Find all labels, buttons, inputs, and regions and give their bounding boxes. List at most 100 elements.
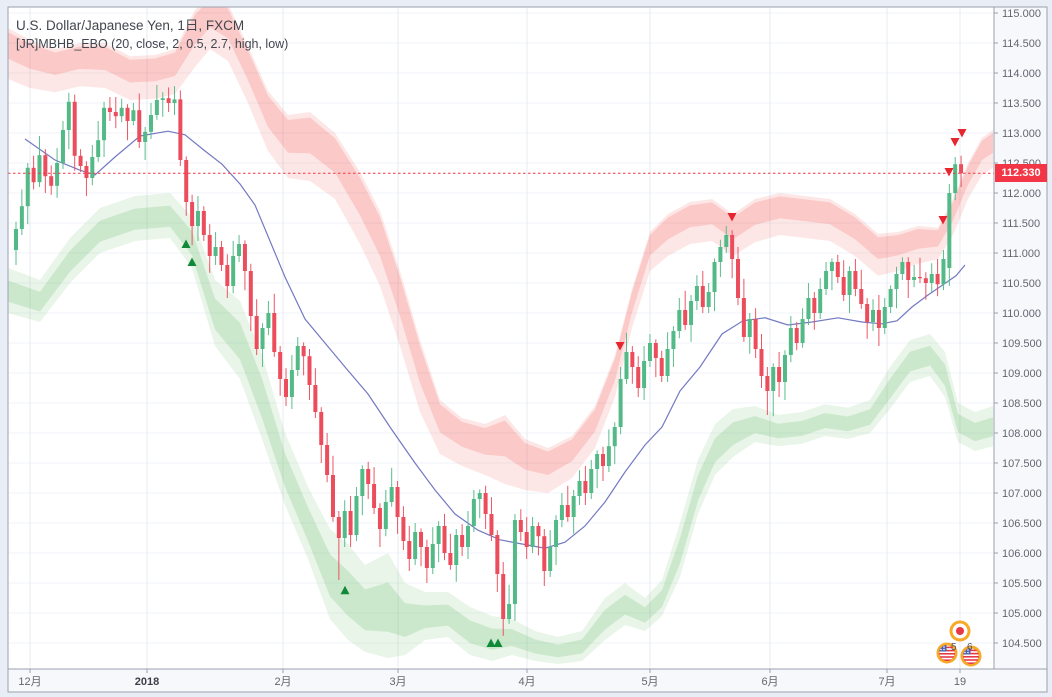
candle bbox=[330, 475, 335, 517]
candle bbox=[143, 131, 148, 142]
time-tick-label: 6月 bbox=[761, 676, 778, 688]
candle bbox=[477, 493, 482, 499]
time-tick-label: 5月 bbox=[641, 676, 658, 688]
candle bbox=[66, 101, 71, 130]
candle bbox=[642, 361, 647, 388]
candle bbox=[278, 352, 283, 379]
candle bbox=[49, 176, 54, 186]
candle bbox=[530, 526, 535, 547]
candle bbox=[90, 157, 95, 178]
candle bbox=[377, 508, 382, 529]
candle bbox=[454, 535, 459, 565]
candle bbox=[917, 277, 922, 279]
candle bbox=[507, 604, 512, 619]
candle bbox=[442, 526, 447, 553]
candle bbox=[912, 277, 917, 280]
candle bbox=[307, 356, 312, 385]
candle bbox=[829, 262, 834, 271]
candle bbox=[295, 346, 300, 370]
candle bbox=[841, 277, 846, 295]
candle bbox=[542, 536, 547, 571]
candle bbox=[524, 532, 529, 547]
price-tick-label: 107.000 bbox=[1002, 488, 1042, 500]
price-tick-label: 111.000 bbox=[1002, 248, 1040, 260]
price-axis[interactable]: 115.000114.500114.000113.500113.000112.5… bbox=[994, 8, 1042, 650]
candle bbox=[941, 259, 946, 285]
buy-signal-triangle-icon bbox=[486, 638, 496, 647]
candle bbox=[589, 469, 594, 493]
price-tick-label: 111.500 bbox=[1002, 218, 1040, 230]
candle bbox=[313, 385, 318, 412]
symbol-title[interactable]: U.S. Dollar/Japanese Yen, 1日, FXCM bbox=[16, 18, 245, 33]
candle bbox=[753, 319, 758, 349]
signal-markers bbox=[181, 129, 967, 647]
candle bbox=[565, 505, 570, 517]
candle bbox=[501, 574, 506, 619]
candle bbox=[871, 310, 876, 322]
price-tick-label: 114.000 bbox=[1002, 68, 1041, 80]
candle bbox=[154, 100, 159, 115]
candle bbox=[430, 544, 435, 568]
candle bbox=[577, 481, 582, 496]
candle bbox=[759, 349, 764, 376]
candle bbox=[237, 244, 242, 256]
japan-flag-icon[interactable] bbox=[949, 620, 971, 642]
candle bbox=[847, 271, 852, 295]
candle bbox=[624, 352, 629, 379]
candle bbox=[319, 412, 324, 445]
candle bbox=[653, 343, 658, 358]
us-flag-icon[interactable] bbox=[960, 645, 982, 667]
candle bbox=[888, 289, 893, 307]
price-tick-label: 106.500 bbox=[1002, 518, 1042, 530]
time-axis[interactable]: 12月 2018 2月 3月 4月 5月 6月 7月 19 bbox=[18, 669, 966, 688]
candle bbox=[559, 505, 564, 520]
candle bbox=[483, 493, 488, 514]
candle bbox=[794, 328, 799, 343]
candle bbox=[747, 319, 752, 337]
price-tick-label: 114.500 bbox=[1002, 38, 1041, 50]
ma-line bbox=[24, 130, 966, 549]
candle bbox=[730, 235, 735, 259]
candle bbox=[959, 164, 964, 174]
candle bbox=[195, 211, 200, 226]
candle bbox=[19, 206, 24, 229]
candle bbox=[284, 379, 289, 397]
candle bbox=[777, 367, 782, 382]
indicator-title[interactable]: [JR]MBHB_EBO (20, close, 2, 0.5, 2.7, hi… bbox=[16, 37, 289, 51]
candle bbox=[31, 167, 36, 183]
candle bbox=[37, 155, 42, 183]
candle bbox=[906, 262, 911, 280]
buy-signal-triangle-icon bbox=[340, 585, 350, 595]
price-tick-label: 113.500 bbox=[1002, 98, 1041, 110]
candle bbox=[207, 235, 212, 256]
candle bbox=[436, 526, 441, 544]
candle bbox=[489, 514, 494, 535]
candle bbox=[923, 278, 928, 283]
plot-background[interactable] bbox=[8, 7, 994, 669]
candle bbox=[419, 532, 424, 547]
candle bbox=[201, 211, 206, 235]
candle bbox=[583, 481, 588, 493]
candle bbox=[536, 526, 541, 537]
candle bbox=[812, 298, 817, 313]
price-tick-label: 108.000 bbox=[1002, 428, 1042, 440]
candle bbox=[401, 517, 406, 541]
candle bbox=[700, 286, 705, 307]
candle bbox=[636, 367, 641, 388]
candle bbox=[301, 346, 306, 357]
price-tick-label: 113.000 bbox=[1002, 128, 1041, 140]
candle bbox=[571, 496, 576, 517]
candle bbox=[242, 244, 247, 271]
candle bbox=[248, 271, 253, 316]
last-price-badge: 112.330 bbox=[995, 164, 1047, 182]
candle bbox=[460, 535, 465, 547]
candle bbox=[219, 247, 224, 265]
us-flag-icon[interactable] bbox=[936, 642, 958, 664]
candle bbox=[60, 130, 65, 163]
price-tick-label: 108.500 bbox=[1002, 398, 1042, 410]
candle bbox=[659, 358, 664, 376]
